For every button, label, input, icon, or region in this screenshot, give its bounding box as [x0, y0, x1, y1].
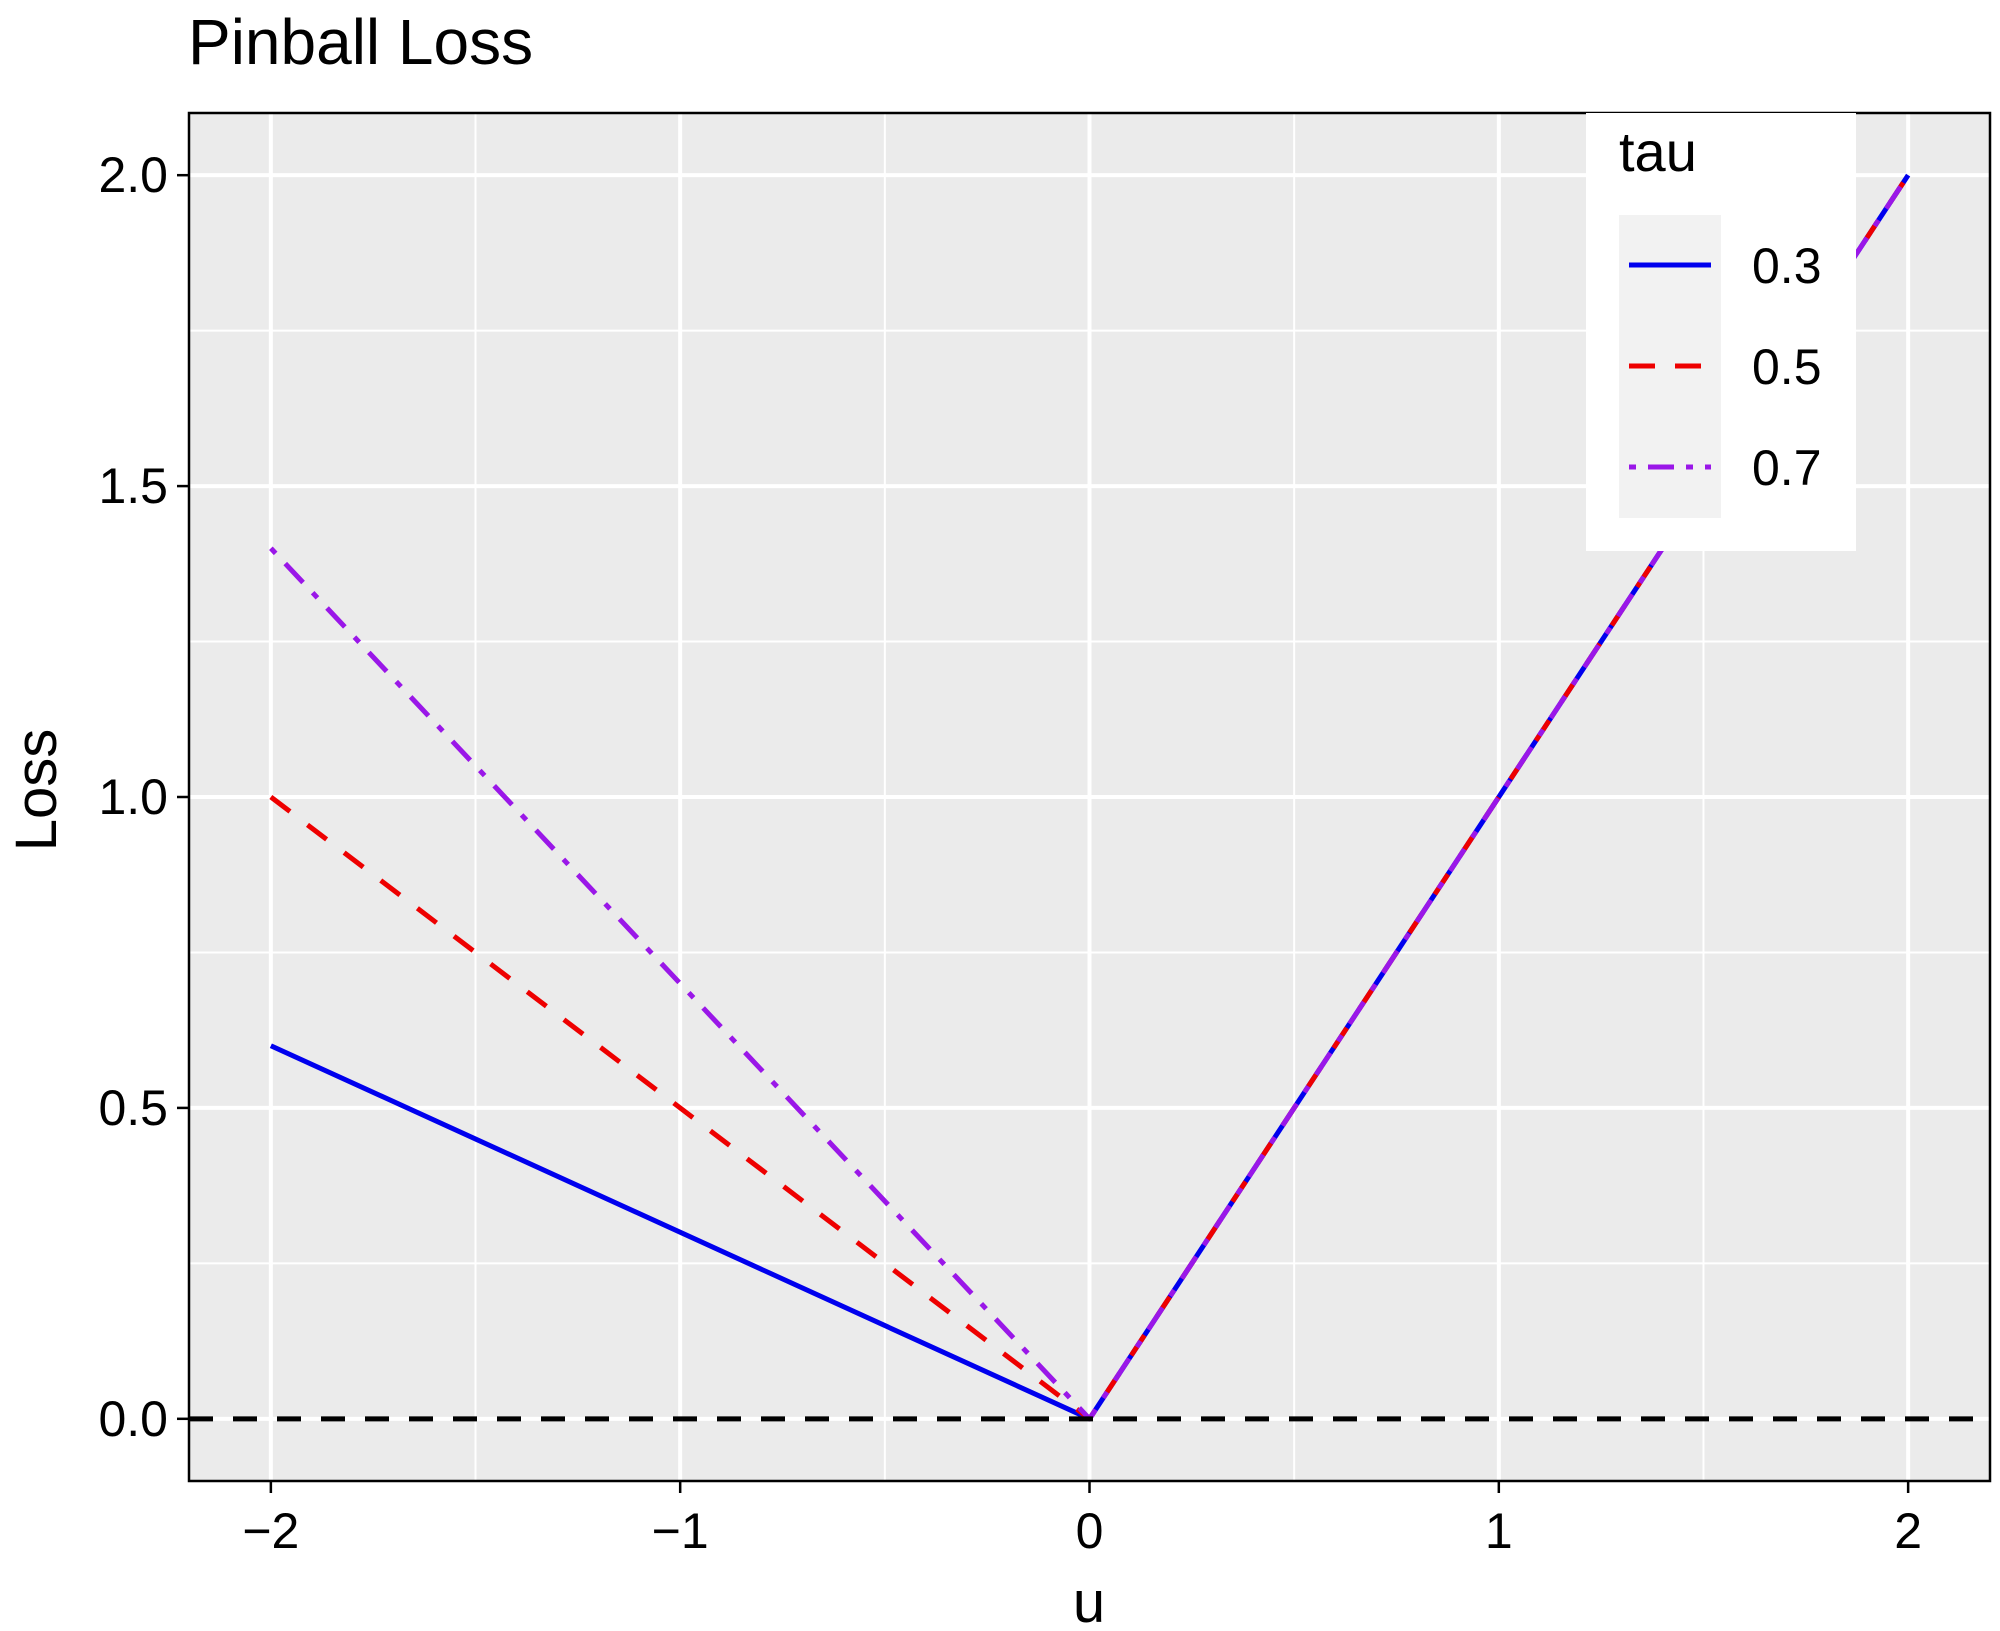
legend-title: tau: [1619, 120, 1697, 183]
y-tick-label: 2.0: [98, 147, 168, 203]
series-lines: [189, 173, 1990, 1422]
y-axis-label: Loss: [4, 729, 69, 852]
x-tick-label: 2: [1894, 1503, 1922, 1559]
x-axis-label: u: [1073, 1570, 1105, 1631]
y-tick-label: 1.5: [98, 458, 168, 514]
legend-label-tau-0.3: 0.3: [1752, 238, 1822, 294]
y-tick-label: 1.0: [98, 769, 168, 825]
x-tick-label: −1: [652, 1503, 709, 1559]
x-tick-label: −2: [242, 1503, 299, 1559]
x-tick-label: 1: [1485, 1503, 1513, 1559]
x-tick-label: 0: [1076, 1503, 1104, 1559]
axes: −2 −1 0 1 2 0.0 0.5 1.0 1.5 2.0: [98, 111, 1992, 1559]
legend: tau 0.3 0.5 0.7: [1586, 113, 1856, 551]
y-tick-label: 0.0: [98, 1391, 168, 1447]
y-tick-label: 0.5: [98, 1080, 168, 1136]
legend-label-tau-0.7: 0.7: [1752, 440, 1822, 496]
chart-title: Pinball Loss: [188, 6, 533, 78]
legend-label-tau-0.5: 0.5: [1752, 339, 1822, 395]
